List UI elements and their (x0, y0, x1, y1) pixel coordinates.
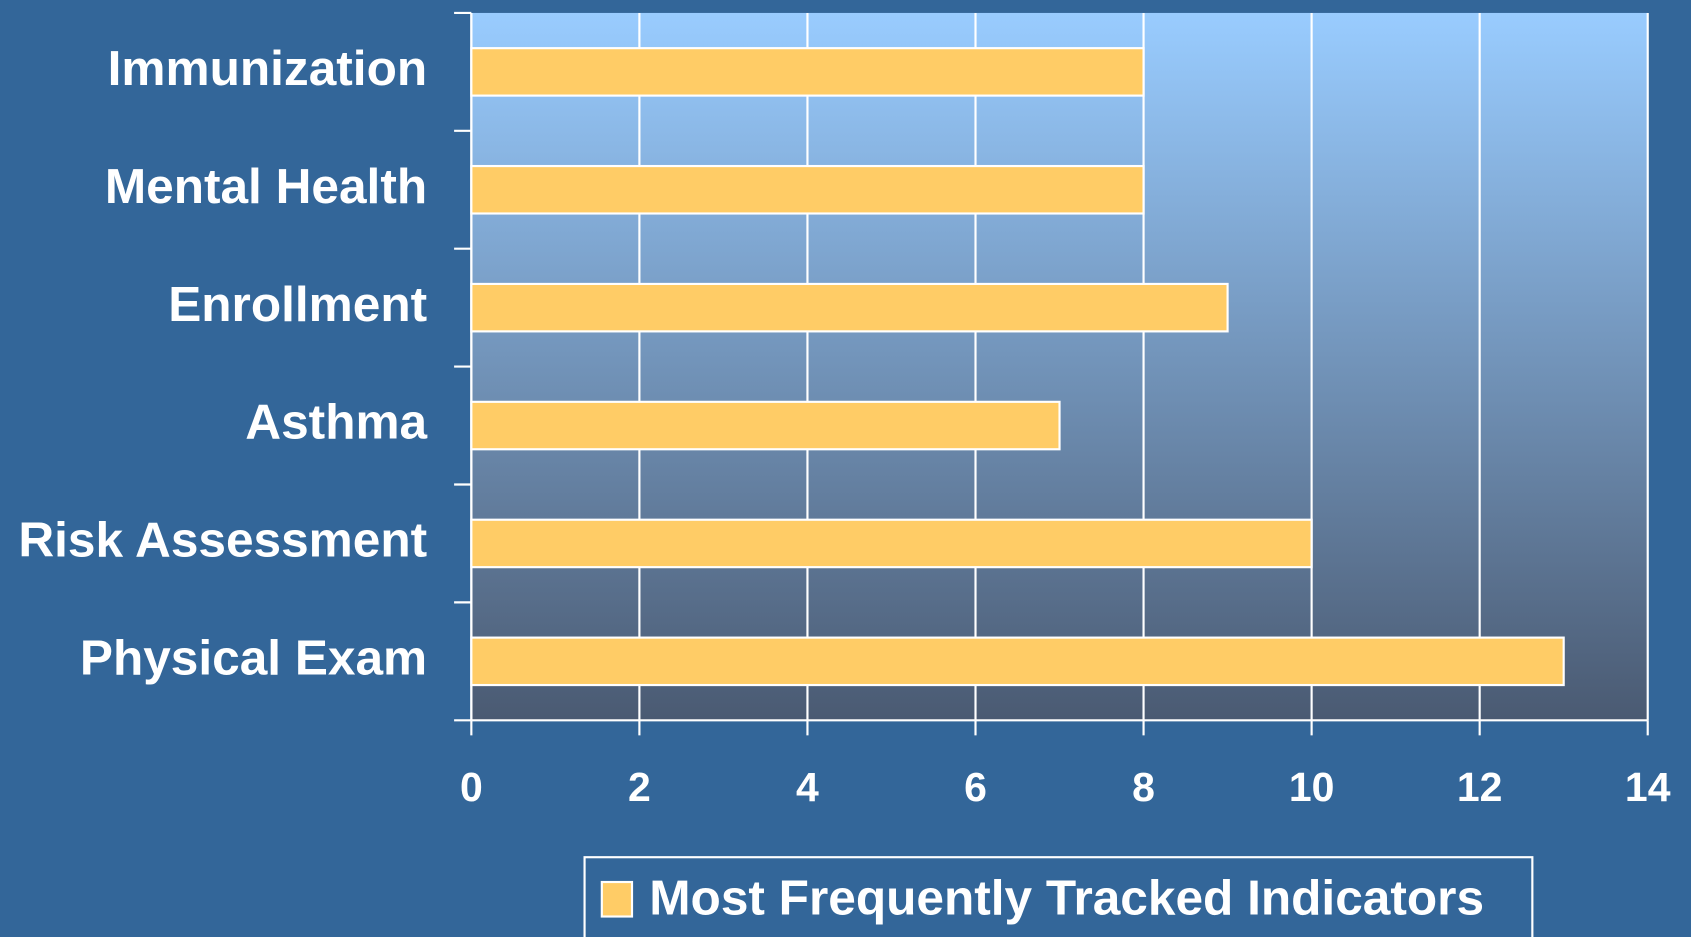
x-tick-label: 6 (964, 764, 987, 810)
bar (470, 636, 1565, 687)
x-tick-label: 10 (1289, 764, 1335, 810)
legend-box (583, 856, 1534, 937)
x-tick-label: 12 (1457, 764, 1503, 810)
y-tick-label: Mental Health (105, 158, 427, 214)
y-tick-label: Risk Assessment (18, 512, 427, 568)
x-tick-label: 2 (628, 764, 651, 810)
x-tick-label: 8 (1132, 764, 1155, 810)
x-tick-label: 14 (1625, 764, 1671, 810)
bar (470, 47, 1145, 97)
bar (470, 518, 1313, 569)
bar (470, 282, 1229, 333)
bar (470, 164, 1145, 215)
x-tick-label: 0 (460, 764, 483, 810)
legend-label: Most Frequently Tracked Indicators (649, 870, 1484, 926)
legend-swatch (600, 880, 634, 918)
x-tick-label: 4 (796, 764, 819, 810)
y-tick-label: Immunization (108, 40, 428, 96)
y-tick-label: Physical Exam (80, 629, 427, 685)
plot-area (471, 12, 1648, 721)
bar (470, 400, 1061, 451)
y-tick-label: Enrollment (168, 276, 427, 332)
y-tick-label: Asthma (245, 394, 427, 450)
